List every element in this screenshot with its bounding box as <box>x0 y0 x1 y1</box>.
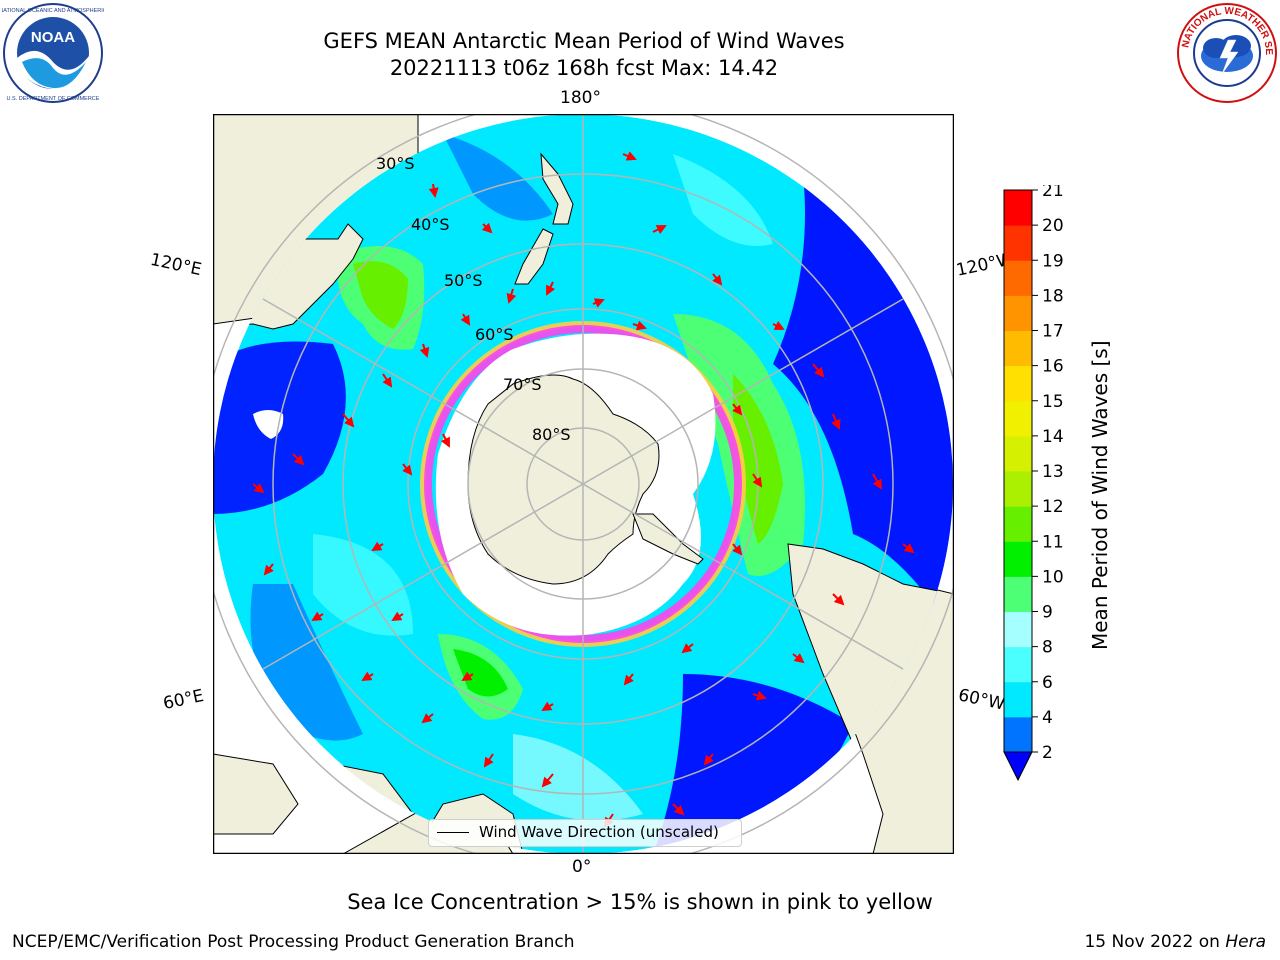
colorbar-tick-label: 2 <box>1042 743 1053 763</box>
svg-text:U.S. DEPARTMENT OF COMMERCE: U.S. DEPARTMENT OF COMMERCE <box>7 96 100 102</box>
colorbar-tick-label: 11 <box>1042 532 1064 552</box>
colorbar-tick-label: 9 <box>1042 603 1053 623</box>
colorbar-segment <box>1004 646 1032 683</box>
colorbar-tick-label: 18 <box>1042 286 1064 306</box>
colorbar-segment <box>1004 260 1032 296</box>
nws-logo-icon: NATIONAL WEATHER SERVICE <box>1176 2 1277 103</box>
sea-ice-caption: Sea Ice Concentration > 15% is shown in … <box>347 890 933 914</box>
colorbar-tick-label: 8 <box>1042 638 1053 658</box>
lat-label-70s: 70°S <box>503 375 542 394</box>
lon-label-60e: 60°E <box>161 685 206 715</box>
colorbar-tick-label: 20 <box>1042 216 1064 236</box>
lat-label-60s: 60°S <box>475 325 514 344</box>
lat-label-80s: 80°S <box>532 425 571 444</box>
svg-text:NATIONAL OCEANIC AND ATMOSPHER: NATIONAL OCEANIC AND ATMOSPHERIC <box>2 8 104 14</box>
noaa-logo-icon: NOAA NATIONAL OCEANIC AND ATMOSPHERIC U.… <box>2 3 104 103</box>
lat-label-30s: 30°S <box>376 154 415 173</box>
colorbar-scale: 2 4 6 8 9 10 11 12 13 14 15 16 17 18 19 20 21 <box>1003 181 1064 782</box>
colorbar-segment <box>1004 681 1032 718</box>
lat-label-50s: 50°S <box>444 271 483 290</box>
legend-line-swatch <box>437 832 469 833</box>
colorbar-segment <box>1004 506 1032 542</box>
colorbar-segment <box>1004 400 1032 437</box>
antarctic-wave-period-map: 30°S 40°S 50°S 60°S 70°S 80°S <box>197 98 969 870</box>
colorbar-segment <box>1004 611 1032 648</box>
run-host: Hera <box>1225 932 1266 952</box>
colorbar-segment <box>1004 225 1032 261</box>
run-date: 15 Nov 2022 on Hera <box>1084 932 1266 952</box>
colorbar-tick-label: 21 <box>1042 185 1064 201</box>
colorbar-segment <box>1004 541 1032 577</box>
colorbar-tick-label: 15 <box>1042 392 1064 412</box>
colorbar-segment <box>1004 471 1032 507</box>
colorbar-segment <box>1004 330 1032 367</box>
lon-label-120e: 120°E <box>148 249 204 281</box>
run-date-text: 15 Nov 2022 on <box>1084 932 1220 952</box>
colorbar-tick-label: 12 <box>1042 497 1064 517</box>
colorbar-tick-label: 14 <box>1042 427 1064 447</box>
colorbar-tick-label: 10 <box>1042 567 1064 587</box>
chart-title: GEFS MEAN Antarctic Mean Period of Wind … <box>323 29 845 53</box>
producer-credit: NCEP/EMC/Verification Post Processing Pr… <box>12 932 575 952</box>
lon-label-0: 0° <box>572 857 592 877</box>
colorbar-segment <box>1004 365 1032 402</box>
map-panel: 30°S 40°S 50°S 60°S 70°S 80°S <box>197 98 969 870</box>
colorbar-tick-label: 17 <box>1042 322 1064 342</box>
colorbar-tick-label: 19 <box>1042 251 1064 271</box>
wind-wave-arrows <box>252 151 915 828</box>
lat-label-40s: 40°S <box>411 215 450 234</box>
colorbar-tick-label: 13 <box>1042 462 1064 482</box>
colorbar-segment <box>1004 435 1032 472</box>
lon-label-180: 180° <box>560 88 601 108</box>
colorbar: 2 4 6 8 9 10 11 12 13 14 15 16 17 18 19 20 21 <box>996 181 1116 785</box>
noaa-logo-text: NOAA <box>31 29 75 46</box>
map-legend: Wind Wave Direction (unscaled) <box>428 819 742 847</box>
colorbar-extend-min <box>1003 751 1033 782</box>
colorbar-segment <box>1004 295 1032 331</box>
colorbar-segment <box>1004 190 1032 226</box>
colorbar-tick-label: 4 <box>1042 708 1053 728</box>
colorbar-segment <box>1004 716 1032 753</box>
chart-subtitle: 20221113 t06z 168h fcst Max: 14.42 <box>389 56 779 80</box>
colorbar-segment <box>1004 576 1032 612</box>
colorbar-tick-label: 16 <box>1042 357 1064 377</box>
colorbar-tick-label: 6 <box>1042 673 1053 693</box>
legend-label: Wind Wave Direction (unscaled) <box>479 823 719 841</box>
